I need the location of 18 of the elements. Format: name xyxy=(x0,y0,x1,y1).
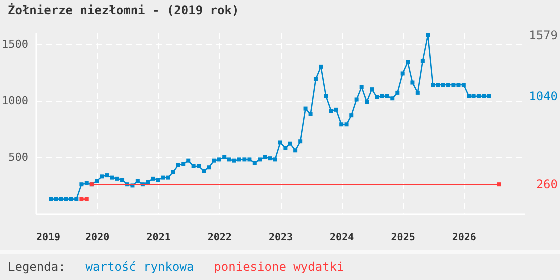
x-tick-label: 2021 xyxy=(146,232,171,244)
chart-title: Żołnierze niezłomni - (2019 rok) xyxy=(8,2,240,18)
x-tick-label: 2026 xyxy=(452,232,476,244)
y-tick-label: 1000 xyxy=(2,94,28,108)
x-tick-label: 2020 xyxy=(86,232,110,244)
x-tick-label: 2019 xyxy=(36,232,61,244)
text: wartość rynkowa xyxy=(86,260,194,274)
y-tick-label: 1500 xyxy=(2,38,28,51)
y2-tick-label: 260 xyxy=(536,178,558,192)
y2-tick-label: 1040 xyxy=(529,89,558,104)
legend-title: Legenda: xyxy=(8,260,66,274)
text: poniesione wydatki xyxy=(214,260,344,274)
y-tick-label: 500 xyxy=(8,150,28,164)
x-tick-label: 2025 xyxy=(391,232,416,244)
x-tick-label: 2024 xyxy=(330,232,354,244)
x-tick-label: 2023 xyxy=(268,232,294,244)
x-tick-label: 2022 xyxy=(208,232,232,244)
y2-tick-label: 1579 xyxy=(529,28,558,42)
